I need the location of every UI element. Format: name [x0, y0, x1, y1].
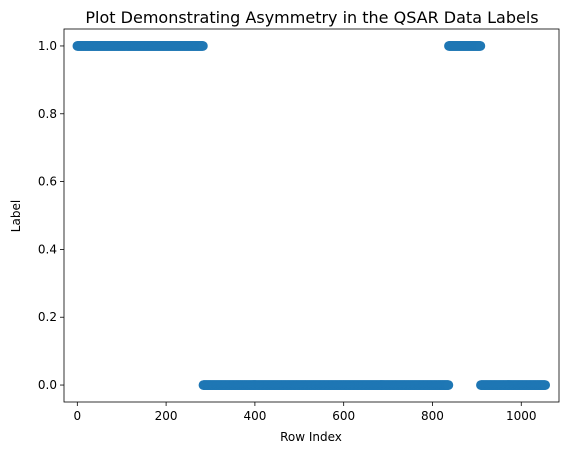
- plot-frame: [63, 28, 560, 403]
- y-tick-label: 0.8: [38, 107, 57, 121]
- data-point: [443, 380, 454, 390]
- data-point: [540, 380, 551, 390]
- x-tick-label: 200: [155, 409, 178, 423]
- y-tick-label: 0.6: [38, 175, 57, 189]
- y-tick-label: 1.0: [38, 39, 57, 53]
- y-axis-label: Label: [9, 200, 23, 232]
- x-tick-label: 800: [421, 409, 444, 423]
- data-point: [198, 41, 208, 51]
- y-tick-label: 0.2: [38, 310, 57, 324]
- x-axis-ticks: 0 200 400 600 800 1000: [73, 402, 537, 423]
- chart-title: Plot Demonstrating Asymmetry in the QSAR…: [85, 8, 538, 27]
- x-tick-label: 400: [243, 409, 266, 423]
- x-axis-label: Row Index: [280, 430, 342, 444]
- data-point: [475, 41, 486, 51]
- x-tick-label: 0: [73, 409, 81, 423]
- x-tick-label: 600: [332, 409, 355, 423]
- x-tick-label: 1000: [506, 409, 537, 423]
- y-axis-ticks: 0.0 0.2 0.4 0.6 0.8 1.0: [38, 39, 64, 392]
- data-points: [72, 41, 551, 390]
- y-tick-label: 0.0: [38, 378, 57, 392]
- y-tick-label: 0.4: [38, 242, 57, 256]
